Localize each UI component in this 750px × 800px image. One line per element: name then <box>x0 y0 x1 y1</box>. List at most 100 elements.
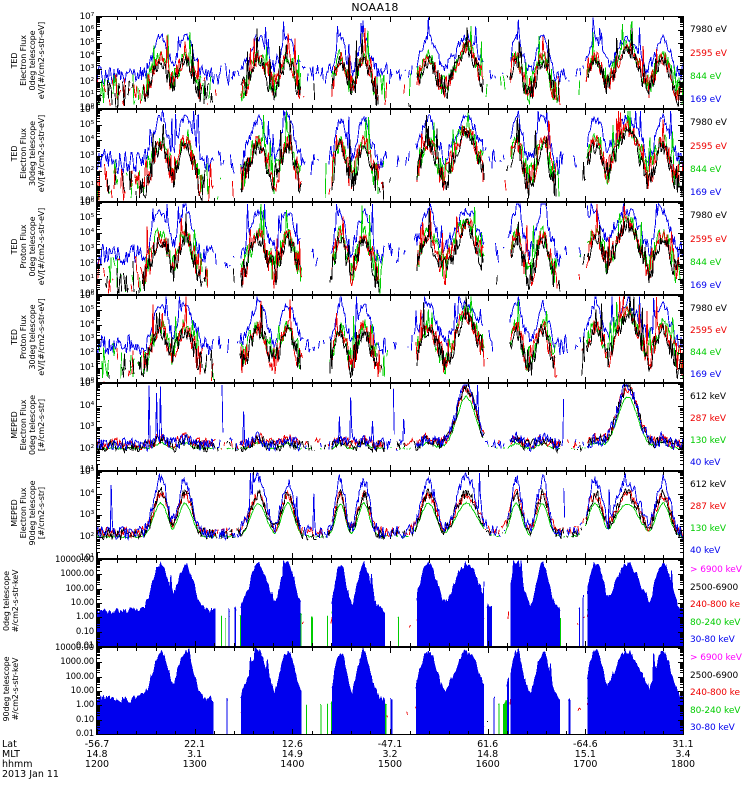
y-tick-minor <box>97 144 100 146</box>
y-tick-minor <box>97 313 100 315</box>
y-tick-minor <box>680 590 683 592</box>
y-tick-major <box>678 631 683 633</box>
legend-entry-240-800-ke: 240-800 ke <box>690 600 740 611</box>
y-tick-minor <box>97 648 100 650</box>
x-tick <box>624 560 626 563</box>
y-tick-minor <box>680 332 683 334</box>
x-tick <box>683 560 684 565</box>
y-tick-minor <box>680 70 683 72</box>
y-tick-major <box>97 662 102 664</box>
y-tick-major <box>97 203 102 204</box>
y-tick-label: 10¹ <box>79 90 95 100</box>
y-tick-minor <box>97 19 100 20</box>
y-tick-minor <box>680 110 683 112</box>
y-tick-minor <box>680 694 683 696</box>
y-tick-minor <box>97 664 100 666</box>
y-tick-minor <box>680 715 683 717</box>
legend-entry-240-800-ke: 240-800 ke <box>690 688 740 699</box>
trace-red <box>97 110 683 201</box>
y-tick-minor <box>680 78 683 80</box>
y-tick-minor <box>680 181 683 183</box>
y-tick-minor <box>97 343 100 345</box>
x-tick <box>448 203 450 206</box>
x-tick <box>214 203 216 206</box>
y-tick-major <box>97 233 102 235</box>
y-tick-minor <box>97 250 100 252</box>
y-tick-minor <box>97 369 100 371</box>
y-tick-minor <box>680 672 683 674</box>
y-tick-label: 10⁵ <box>79 120 95 131</box>
y-tick-minor <box>97 20 100 22</box>
y-tick-minor <box>680 722 683 724</box>
y-tick-minor <box>97 148 100 150</box>
y-tick-minor <box>680 251 683 253</box>
y-tick-minor <box>680 515 683 517</box>
y-tick-minor <box>680 623 683 625</box>
axis-title-line: MEPED <box>10 411 19 439</box>
x-tick <box>155 467 157 470</box>
y-tick-minor <box>680 228 683 230</box>
y-tick-minor <box>680 580 683 582</box>
y-tick-minor <box>97 353 100 355</box>
y-tick-major <box>97 185 102 187</box>
y-tick-minor <box>97 346 100 348</box>
y-tick-minor <box>680 160 683 162</box>
x-tick <box>331 296 333 299</box>
y-tick-label: 10⁰ <box>79 196 95 206</box>
x-tick <box>487 377 489 382</box>
y-tick-minor <box>680 120 683 122</box>
y-tick-minor <box>97 463 100 465</box>
y-tick-minor <box>97 120 100 122</box>
y-tick-minor <box>680 627 683 629</box>
x-tick <box>565 472 567 475</box>
x-tick <box>585 641 587 646</box>
y-tick-minor <box>97 239 100 241</box>
y-tick-major <box>97 56 102 57</box>
x-tick <box>272 731 274 734</box>
x-tick <box>565 384 567 387</box>
y-tick-minor <box>680 563 683 565</box>
x-tick-mlt: 15.1 <box>574 749 596 760</box>
x-tick <box>448 17 450 20</box>
y-tick-minor <box>680 234 683 236</box>
y-tick-minor <box>680 696 683 698</box>
y-tick-minor <box>680 363 683 365</box>
x-tick <box>683 472 684 477</box>
y-tick-minor <box>97 75 100 77</box>
y-tick-minor <box>97 399 100 401</box>
y-tick-minor <box>97 87 100 89</box>
y-tick-minor <box>97 143 100 145</box>
y-tick-minor <box>97 236 100 238</box>
y-tick-minor <box>97 613 100 615</box>
x-tick <box>214 643 216 646</box>
x-tick <box>448 110 450 113</box>
y-tick-minor <box>680 173 683 175</box>
y-tick-minor <box>680 450 683 452</box>
y-tick-minor <box>680 127 683 129</box>
x-tick <box>136 555 138 558</box>
y-tick-minor <box>97 606 100 608</box>
y-tick-minor <box>97 96 100 98</box>
axis-title-line: MEPED <box>10 499 19 527</box>
y-tick-major <box>678 734 683 735</box>
y-tick-minor <box>680 596 683 598</box>
x-tick <box>429 198 431 201</box>
y-tick-minor <box>680 327 683 329</box>
trace-blue <box>97 384 683 453</box>
x-tick <box>233 379 235 382</box>
plot-area-ted-electron-30deg <box>97 110 683 201</box>
y-tick-minor <box>680 253 683 255</box>
plot-panel-meped-proton-0deg <box>96 559 684 647</box>
x-tick <box>526 384 528 387</box>
y-tick-minor <box>97 416 100 418</box>
x-tick <box>604 17 606 20</box>
y-tick-label: 0.01 <box>75 641 94 651</box>
x-tick <box>468 731 470 734</box>
x-tick <box>683 377 684 382</box>
x-tick <box>390 296 391 301</box>
y-tick-label: 10³ <box>79 422 95 432</box>
x-tick <box>468 472 470 475</box>
y-tick-label: 0.10 <box>75 714 94 725</box>
y-tick-major <box>97 676 102 678</box>
legend-entry-40-kev: 40 keV <box>690 457 721 468</box>
